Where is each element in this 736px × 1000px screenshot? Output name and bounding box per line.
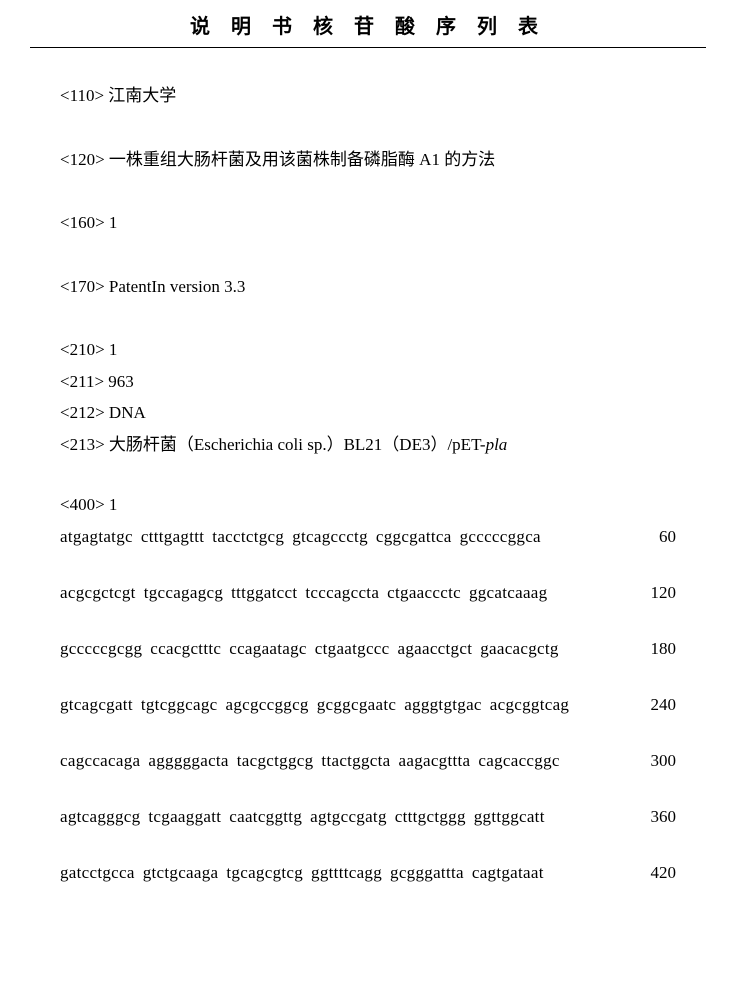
sequence-block: cagtgataat xyxy=(472,863,544,883)
sequence-block: ctttgctggg xyxy=(395,807,466,827)
sequence-row: gtcagcgatt tgtcggcagc agcgccggcg gcggcgaatc… xyxy=(60,695,676,715)
sequence-block: gcccccgcgg xyxy=(60,639,142,659)
sequence-block: ggttggcatt xyxy=(474,807,545,827)
sequence-row: cagccacaga agggggacta tacgctggcg ttactggcta… xyxy=(60,751,676,771)
sequence-position: 420 xyxy=(636,863,676,883)
sequence-block: tacgctggcg xyxy=(237,751,314,771)
sequence-block: tacctctgcg xyxy=(212,527,284,547)
field-210: <210> 1 xyxy=(60,337,676,363)
field-213-italic: pla xyxy=(486,435,508,454)
sequence-block: ccagaatagc xyxy=(229,639,307,659)
sequence-position: 120 xyxy=(636,583,676,603)
sequence-block: ctgaaccctc xyxy=(387,583,461,603)
sequence-position: 60 xyxy=(636,527,676,547)
sequence-block: gatcctgcca xyxy=(60,863,135,883)
sequence-block: cagccacaga xyxy=(60,751,140,771)
sequence-block: tgccagagcg xyxy=(144,583,223,603)
sequence-block: ctgaatgccc xyxy=(315,639,390,659)
field-212: <212> DNA xyxy=(60,400,676,426)
sequence-position: 360 xyxy=(636,807,676,827)
sequence-position: 300 xyxy=(636,751,676,771)
sequence-blocks: atgagtatgc ctttgagttt tacctctgcg gtcagccctg… xyxy=(60,527,541,547)
sequence-block: ggttttcagg xyxy=(311,863,382,883)
sequence-block: acgcggtcag xyxy=(490,695,569,715)
sequence-block: tgtcggcagc xyxy=(141,695,218,715)
sequence-block: ttactggcta xyxy=(321,751,390,771)
sequence-block: gtctgcaaga xyxy=(143,863,219,883)
sequence-block: tgcagcgtcg xyxy=(226,863,303,883)
sequence-block: tttggatcct xyxy=(231,583,297,603)
sequence-position: 240 xyxy=(636,695,676,715)
sequence-blocks: agtcagggcg tcgaaggatt caatcggttg agtgccgatg… xyxy=(60,807,545,827)
sequence-block: tcccagccta xyxy=(305,583,379,603)
sequence-block: agtgccgatg xyxy=(310,807,387,827)
field-211: <211> 963 xyxy=(60,369,676,395)
sequence-row: gcccccgcgg ccacgctttc ccagaatagc ctgaatgccc… xyxy=(60,639,676,659)
sequence-blocks: gtcagcgatt tgtcggcagc agcgccggcg gcggcgaatc… xyxy=(60,695,569,715)
sequence-section: <400> 1 atgagtatgc ctttgagttt tacctctgcg gt… xyxy=(60,495,676,883)
sequence-block: atgagtatgc xyxy=(60,527,133,547)
sequence-blocks: acgcgctcgt tgccagagcg tttggatcct tcccagccta… xyxy=(60,583,547,603)
sequence-block: gaacacgctg xyxy=(480,639,559,659)
content-area: <110> 江南大学 <120> 一株重组大肠杆菌及用该菌株制备磷脂酶 A1 的… xyxy=(0,48,736,883)
sequence-block: ggcatcaaag xyxy=(469,583,548,603)
field-group-210: <210> 1 <211> 963 <212> DNA <213> 大肠杆菌（E… xyxy=(60,337,676,457)
sequence-block: agggggacta xyxy=(148,751,228,771)
sequence-block: cagcaccggc xyxy=(478,751,559,771)
sequence-block: agaacctgct xyxy=(398,639,473,659)
sequence-block: gcgggattta xyxy=(390,863,464,883)
sequence-blocks: gatcctgcca gtctgcaaga tgcagcgtcg ggttttcagg… xyxy=(60,863,544,883)
sequence-block: agcgccggcg xyxy=(226,695,309,715)
sequence-blocks: cagccacaga agggggacta tacgctggcg ttactggcta… xyxy=(60,751,560,771)
field-213: <213> 大肠杆菌（Escherichia coli sp.）BL21（DE3… xyxy=(60,432,676,458)
field-120: <120> 一株重组大肠杆菌及用该菌株制备磷脂酶 A1 的方法 xyxy=(60,147,676,173)
sequence-block: gcccccggca xyxy=(460,527,541,547)
sequence-block: gtcagccctg xyxy=(292,527,368,547)
field-170: <170> PatentIn version 3.3 xyxy=(60,274,676,300)
sequence-blocks: gcccccgcgg ccacgctttc ccagaatagc ctgaatgccc… xyxy=(60,639,559,659)
sequence-block: ccacgctttc xyxy=(150,639,221,659)
sequence-row: agtcagggcg tcgaaggatt caatcggttg agtgccgatg… xyxy=(60,807,676,827)
sequence-block: caatcggttg xyxy=(229,807,302,827)
sequence-block: agggtgtgac xyxy=(404,695,482,715)
field-110: <110> 江南大学 xyxy=(60,83,676,109)
sequence-row: gatcctgcca gtctgcaaga tgcagcgtcg ggttttcagg… xyxy=(60,863,676,883)
sequence-rows: atgagtatgc ctttgagttt tacctctgcg gtcagccctg… xyxy=(60,527,676,883)
sequence-row: acgcgctcgt tgccagagcg tttggatcct tcccagccta… xyxy=(60,583,676,603)
field-160: <160> 1 xyxy=(60,210,676,236)
sequence-block: gtcagcgatt xyxy=(60,695,133,715)
sequence-block: agtcagggcg xyxy=(60,807,140,827)
sequence-block: gcggcgaatc xyxy=(317,695,396,715)
sequence-block: ctttgagttt xyxy=(141,527,204,547)
field-213-prefix: <213> 大肠杆菌（Escherichia coli sp.）BL21（DE3… xyxy=(60,435,486,454)
sequence-position: 180 xyxy=(636,639,676,659)
page-title: 说 明 书 核 苷 酸 序 列 表 xyxy=(30,0,706,48)
sequence-block: aagacgttta xyxy=(399,751,471,771)
field-400: <400> 1 xyxy=(60,495,676,515)
sequence-row: atgagtatgc ctttgagttt tacctctgcg gtcagccctg… xyxy=(60,527,676,547)
sequence-block: cggcgattca xyxy=(376,527,452,547)
sequence-block: tcgaaggatt xyxy=(148,807,221,827)
sequence-block: acgcgctcgt xyxy=(60,583,136,603)
